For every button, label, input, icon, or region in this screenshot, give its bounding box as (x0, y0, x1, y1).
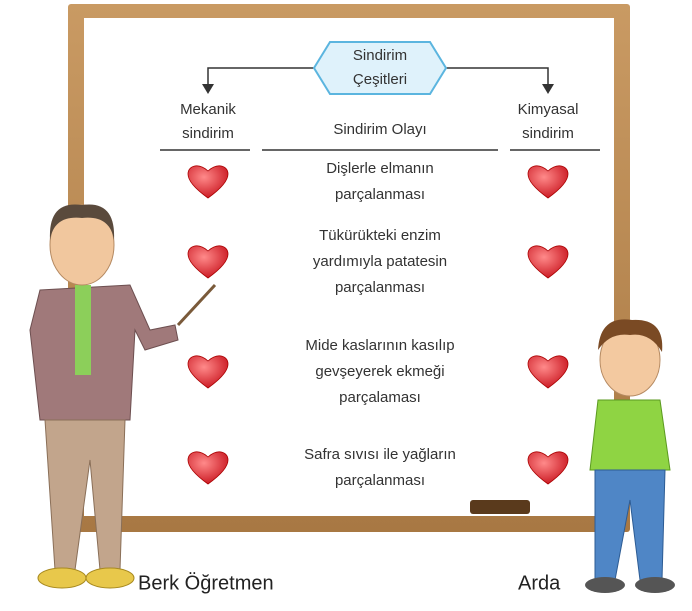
arrow (442, 67, 549, 88)
board-surface (84, 18, 614, 516)
character-name: Arda (518, 572, 561, 594)
column-header: sindirim (522, 125, 574, 142)
rows: Dişlerle elmanın parçalanması Tükürükteki … (187, 160, 569, 489)
eraser (470, 500, 530, 514)
title-box (312, 41, 448, 95)
event-text: Safra sıvısı ile yağların (304, 446, 456, 463)
column-header: Kimyasal (518, 101, 579, 118)
event-text: Mide kaslarının kasılıp (305, 337, 454, 354)
title-line: Çeşitleri (353, 71, 407, 88)
title-line: Sindirim (353, 47, 407, 64)
arrow-head (542, 84, 554, 94)
event-text: Dişlerle elmanın (326, 160, 434, 177)
event-text: parçalanması (335, 279, 425, 296)
column-header: Mekanik (180, 101, 236, 118)
arrow (207, 67, 318, 88)
student (585, 319, 675, 593)
event-text: gevşeyerek ekmeği (315, 363, 444, 380)
character-name: Berk Öğretmen (138, 572, 274, 594)
column-header: Sindirim Olayı (333, 121, 426, 138)
event-text: parçalanması (335, 472, 425, 489)
event-text: parçalaması (339, 389, 421, 406)
column-header: sindirim (182, 125, 234, 142)
event-text: yardımıyla patatesin (313, 253, 447, 270)
event-text: parçalanması (335, 186, 425, 203)
arrow-head (202, 84, 214, 94)
teacher (29, 204, 217, 589)
event-text: Tükürükteki enzim (319, 227, 441, 244)
